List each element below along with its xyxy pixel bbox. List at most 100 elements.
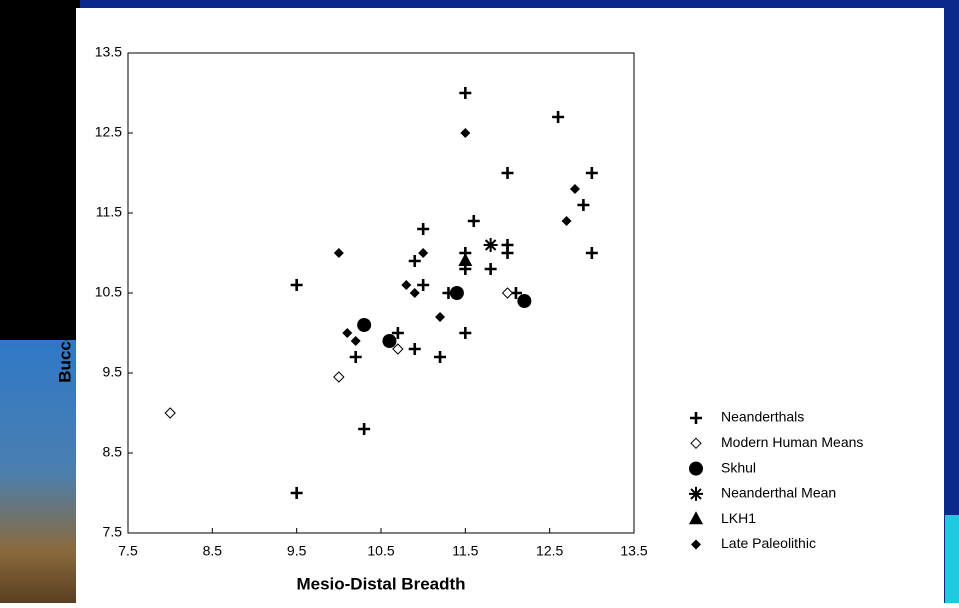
data-point [401, 280, 412, 290]
data-point [585, 167, 598, 179]
x-tick-label: 13.5 [620, 543, 647, 559]
data-point [585, 247, 598, 259]
data-point [417, 279, 430, 291]
data-point [358, 423, 371, 435]
data-point [501, 167, 514, 179]
y-tick-label: 8.5 [103, 444, 123, 460]
data-point [577, 199, 590, 211]
marker-shape [690, 437, 702, 450]
data-point [290, 279, 303, 291]
marker-shape [349, 351, 362, 363]
data-point [484, 263, 497, 275]
marker-shape [408, 255, 421, 267]
data-point [391, 327, 404, 339]
data-point [392, 343, 404, 355]
marker-shape [460, 128, 471, 138]
legend-marker [690, 412, 702, 424]
marker-shape [561, 216, 572, 226]
legend-marker [689, 511, 703, 525]
y-tick-label: 12.5 [95, 124, 122, 140]
data-point [357, 318, 372, 332]
marker-shape [342, 328, 353, 338]
y-tick-label: 7.5 [103, 524, 123, 540]
marker-shape [290, 487, 303, 499]
marker-shape [290, 279, 303, 291]
data-point [342, 328, 353, 338]
marker-shape [392, 343, 404, 355]
x-tick-label: 11.5 [452, 543, 478, 559]
marker-shape [391, 327, 404, 339]
x-tick-label: 9.5 [287, 543, 307, 559]
marker-shape [501, 287, 514, 299]
data-point [409, 288, 420, 298]
marker-shape [434, 351, 447, 363]
data-point [290, 487, 303, 499]
data-point [467, 215, 480, 227]
legend-marker [691, 539, 701, 550]
marker-shape [689, 486, 703, 501]
data-point [517, 294, 532, 308]
marker-shape [484, 263, 497, 275]
legend-label: Modern Human Means [721, 434, 863, 450]
x-tick-label: 8.5 [203, 543, 223, 559]
marker-shape [401, 280, 412, 290]
data-point [459, 327, 472, 339]
data-point [418, 248, 429, 258]
marker-shape [164, 407, 176, 419]
marker-shape [467, 215, 480, 227]
marker-shape [417, 223, 430, 235]
legend-label: Skhul [721, 459, 756, 475]
legend-label: Late Paleolithic [721, 535, 816, 551]
marker-shape [585, 167, 598, 179]
legend-marker [689, 461, 703, 476]
y-tick-label: 13.5 [95, 44, 122, 60]
marker-shape [435, 312, 446, 322]
y-tick-label: 9.5 [103, 364, 123, 380]
data-point [417, 223, 430, 235]
marker-shape [585, 247, 598, 259]
marker-shape [459, 327, 472, 339]
y-tick-label: 10.5 [95, 284, 122, 300]
y-tick-label: 11.5 [96, 204, 122, 220]
data-point [501, 247, 514, 259]
legend-label: Neanderthal Mean [721, 485, 836, 501]
marker-shape [350, 336, 361, 346]
legend-label: Neanderthals [721, 409, 804, 425]
data-point [458, 253, 473, 266]
marker-shape [417, 279, 430, 291]
marker-shape [458, 253, 473, 266]
marker-shape [689, 511, 703, 525]
marker-shape [459, 87, 472, 99]
legend-marker [690, 437, 702, 450]
data-point [552, 111, 565, 123]
data-point [460, 128, 471, 138]
data-point [408, 255, 421, 267]
data-point [333, 371, 345, 383]
data-point [333, 248, 344, 258]
marker-shape [577, 199, 590, 211]
marker-shape [690, 412, 702, 424]
marker-shape [333, 371, 345, 383]
marker-shape [569, 184, 580, 194]
data-point [164, 407, 176, 419]
marker-shape [382, 334, 397, 348]
data-point [382, 334, 397, 348]
x-tick-label: 10.5 [367, 543, 394, 559]
marker-shape [358, 423, 371, 435]
data-point [434, 351, 447, 363]
data-point [483, 238, 498, 252]
marker-shape [691, 539, 701, 550]
marker-shape [552, 111, 565, 123]
marker-shape [517, 294, 532, 308]
data-point [449, 286, 464, 300]
dark-band [0, 0, 80, 340]
marker-shape [501, 167, 514, 179]
legend-label: LKH1 [721, 510, 756, 526]
edge-strip [945, 515, 959, 603]
data-point [435, 312, 446, 322]
marker-shape [333, 248, 344, 258]
data-point [459, 87, 472, 99]
slide-panel [76, 8, 944, 603]
data-point [350, 336, 361, 346]
